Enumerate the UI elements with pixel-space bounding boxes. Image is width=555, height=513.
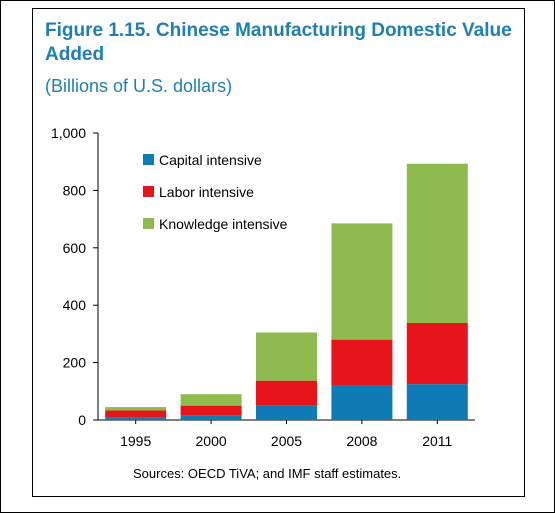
bar-segment-knowledge-intensive [105,407,167,411]
bar-segment-labor-intensive [180,405,242,416]
x-tick-label: 2011 [422,433,452,449]
y-tick-label: 1,000 [51,125,86,141]
y-tick-label: 600 [63,240,87,256]
bar-segment-labor-intensive [256,380,317,406]
y-tick-label: 0 [78,412,86,428]
bar-segment-labor-intensive [406,322,468,385]
legend-swatch [143,154,154,165]
x-tick-label: 1995 [120,433,151,449]
y-tick-label: 200 [63,355,87,371]
bar-segment-capital-intensive [105,417,167,420]
legend-label: Capital intensive [159,152,262,168]
bar-segment-capital-intensive [256,405,317,420]
bar-segment-knowledge-intensive [256,332,317,381]
x-tick-label: 2008 [346,433,377,449]
legend-swatch [143,186,154,197]
x-tick-label: 2000 [196,433,227,449]
legend-label: Labor intensive [159,184,254,200]
legend-swatch [143,218,154,229]
legend-label: Knowledge intensive [159,216,288,232]
bar-segment-knowledge-intensive [406,163,468,323]
bar-segment-capital-intensive [406,384,468,420]
bar-segment-knowledge-intensive [331,223,393,340]
y-tick-label: 400 [63,297,87,313]
bar-segment-labor-intensive [105,410,167,418]
figure-subtitle: (Billions of U.S. dollars) [45,76,233,96]
bar-segment-capital-intensive [331,384,393,420]
x-tick-label: 2005 [271,433,302,449]
figure-title: Figure 1.15. Chinese Manufacturing Domes… [45,20,512,65]
bar-segment-capital-intensive [180,415,242,420]
figure-source: Sources: OECD TiVA; and IMF staff estima… [133,466,402,481]
bar-segment-labor-intensive [331,339,393,385]
bar-segment-knowledge-intensive [180,394,242,406]
y-tick-label: 800 [63,182,87,198]
